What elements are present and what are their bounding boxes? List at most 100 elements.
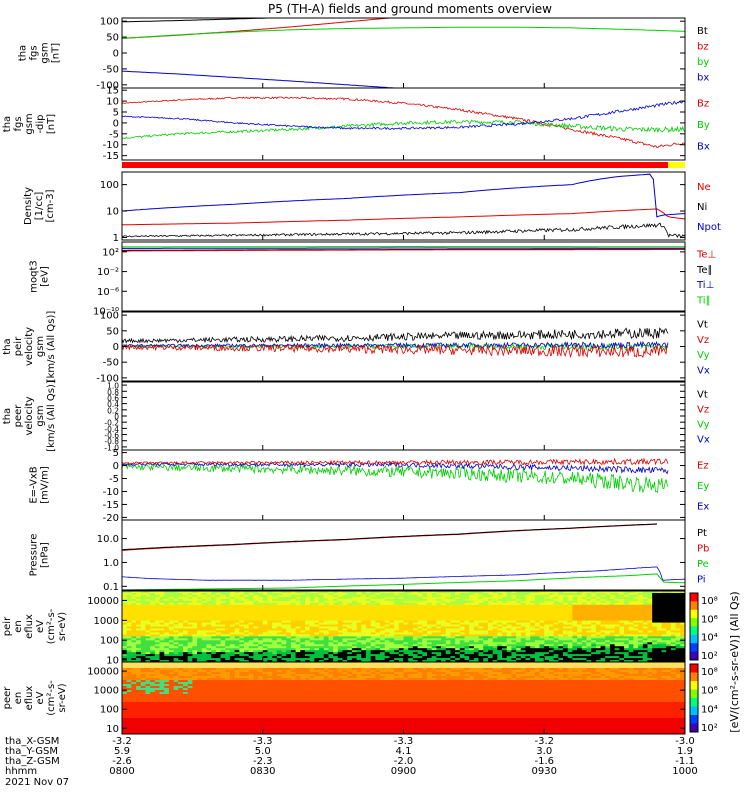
xaxis-value-0-0: -3.2 [112, 736, 132, 747]
legend-moqt3-2: Ti⊥ [696, 280, 714, 291]
ytick-fgs_gsm_2-0: 15 [106, 86, 119, 97]
series-peir_velocity-0 [122, 341, 669, 352]
xaxis-row-label-1: tha_Y-GSM [5, 746, 58, 757]
panel-peir_velocity: 100 50 0 -50 -100 thapeirvelocitygsm[km/s (Al… [2, 311, 710, 385]
legend-peir_velocity-3: Vx [697, 365, 710, 376]
panel-peer_spectrogram: 10000 1000 100 10 thapeerenefluxeV(cm²-s-sr-… [0, 661, 686, 735]
series-pressure-2 [122, 566, 685, 581]
ytick-peer_velocity-0: 1.0 [107, 382, 119, 391]
ylabel-line: [nPa] [40, 542, 51, 568]
series-density-1 [122, 222, 685, 239]
ytick-fgs_gsm_2-5: -10 [103, 140, 119, 151]
legend-fgs_gsm_2-0: Bz [697, 99, 709, 110]
ylabel-line: tha [2, 338, 13, 354]
colorbar-lower [689, 663, 699, 733]
ylabel-line: gsm [35, 336, 46, 357]
ylabel-line: moqt3 [29, 260, 40, 293]
colorbars: 10⁸ 10⁶ 10⁴ 10² 10⁸ 10⁶ 10⁴ 10² [eV/(cm²-s-sr-eV… [689, 591, 741, 734]
legend-pressure-0: Pt [697, 528, 707, 539]
ytick-density-2: 1 [113, 233, 119, 244]
ylabel-fgs_gsm_1: thafgsgsm[nT] [18, 42, 62, 63]
panel-pressure: 10.0 1.0 0.1 Pressure[nPa] Pt Pb Pe Pi [29, 519, 709, 593]
xaxis-value-0-2: -3.3 [394, 736, 414, 747]
ylabel-line: peir [13, 336, 24, 356]
ylabel-line: fgs [29, 45, 40, 60]
ylabel-line: [km/s (All Qs)] [46, 380, 57, 452]
series-fgs_gsm_2-1 [122, 119, 685, 140]
legend-efield-0: Ez [697, 460, 709, 471]
ytick-peer_spectrogram-1: 1000 [94, 686, 119, 697]
ytick-density-1: 10 [106, 207, 119, 218]
ylabel-moqt3: moqt3[eV] [29, 260, 51, 293]
legend-density-0: Ne [697, 182, 711, 193]
ylabel-line: gsm [40, 42, 51, 63]
panels: 100500-50-100thafgsgsm[nT]Btbzbybx151050… [0, 17, 721, 735]
ylabel-peer_spectrogram: thapeerenefluxeV(cm²-s-sr-eV) [0, 680, 68, 716]
series-pressure-3 [122, 573, 685, 590]
xaxis-value-3-3: 0930 [532, 766, 557, 777]
legend-moqt3-3: Ti∥ [696, 295, 711, 306]
ylabel-peer_velocity: thapeervelocitygsm[km/s (All Qs)] [2, 380, 57, 452]
panel-density: 100 10 1 Density[1/cc][cm-3] Ne Ni Npot [23, 171, 721, 244]
ylabel-line: [nT] [51, 43, 62, 63]
ytick-peir_velocity-3: -50 [103, 358, 119, 369]
xaxis-row-label-0: tha_X-GSM [5, 736, 59, 747]
xaxis-value-1-1: 5.0 [255, 746, 271, 757]
ytick-peer_velocity-1: 0.8 [107, 388, 119, 397]
xaxis-row-label-3: hhmm [5, 766, 37, 777]
panel-peer_velocity: 1.00.80.60.40.20-0.2-0.4-0.6-0.8-1.0 thap… [2, 380, 710, 452]
legend-moqt3-0: Te⊥ [696, 250, 716, 261]
ylabel-line: E=-VxB [29, 466, 40, 503]
xaxis-value-0-1: -3.3 [253, 736, 273, 747]
panel-moqt3: 10² 10⁻² 10⁻⁶ 10⁻¹⁰ moqt3[eV] Te⊥ Te∥ Ti⊥ Ti∥ [29, 241, 716, 318]
series-fgs_gsm_2-2 [122, 100, 685, 131]
ytick-moqt3-0: 10² [102, 247, 119, 258]
xaxis-value-2-1: -2.3 [253, 756, 273, 767]
ylabel-line: velocity [24, 327, 35, 366]
ytick-peer_velocity-2: 0.6 [107, 394, 119, 403]
plot-title: P5 (TH-A) fields and ground moments over… [268, 2, 552, 16]
series-fgs_gsm_1-1 [122, 18, 395, 39]
ytick-pressure-2: 0.1 [103, 582, 119, 593]
ylabel-line: (cm²-s- [46, 680, 57, 716]
ylabel-line: velocity [24, 396, 35, 435]
legend-pressure-1: Pb [697, 543, 709, 554]
legend-fgs_gsm_2-1: By [697, 120, 710, 131]
ytick-fgs_gsm_1-0: 100 [100, 17, 119, 28]
colorbar-upper [689, 592, 699, 661]
colorbar-label: [eV/(cm²-s-sr-eV)] (All Qs) [728, 591, 741, 732]
heatmap-peir_spectrogram [122, 591, 685, 662]
ytick-fgs_gsm_2-2: 5 [113, 108, 119, 119]
legend-fgs_gsm_1-3: bx [697, 72, 709, 83]
ylabel-line: tha [2, 408, 13, 424]
xaxis-value-2-4: -1.1 [675, 756, 695, 767]
ytick-pressure-1: 1.0 [103, 558, 119, 569]
legend-pressure-3: Pi [697, 574, 706, 585]
xaxis-value-1-3: 3.0 [536, 746, 552, 757]
series-efield-0 [122, 463, 669, 494]
ytick-peir_spectrogram-3: 10 [106, 656, 119, 667]
legend-peir_velocity-1: Vz [697, 335, 709, 346]
ytick-peir_velocity-2: 0 [113, 342, 119, 353]
series-pressure-1 [122, 523, 657, 551]
frame-pressure [121, 519, 686, 591]
ytick-peir_velocity-1: 50 [106, 326, 119, 337]
ylabel-line: eflux [24, 614, 35, 639]
x-axis-labels: tha_X-GSM -3.2 -3.3 -3.3 -3.2 -3.0 tha_Y-GSM 5.… [5, 736, 698, 788]
legend-pressure-2: Pe [697, 559, 709, 570]
xaxis-value-0-3: -3.2 [534, 736, 554, 747]
ytick-peer_velocity-10: -1.0 [104, 443, 119, 452]
xaxis-value-1-2: 4.1 [396, 746, 412, 757]
series-fgs_gsm_1-0 [122, 18, 287, 23]
legend-density-1: Ni [697, 202, 707, 213]
ylabel-line: tha [0, 690, 2, 706]
colorbar-lower-tick-3: 10² [701, 723, 718, 734]
ytick-peir_spectrogram-0: 10000 [87, 596, 119, 607]
frame-efield [121, 449, 686, 521]
series-density-2 [122, 173, 685, 218]
ytick-peer_velocity-6: -0.2 [104, 419, 119, 428]
ylabel-line: sr-eV) [57, 683, 68, 712]
ylabel-line: [nT] [46, 114, 57, 134]
